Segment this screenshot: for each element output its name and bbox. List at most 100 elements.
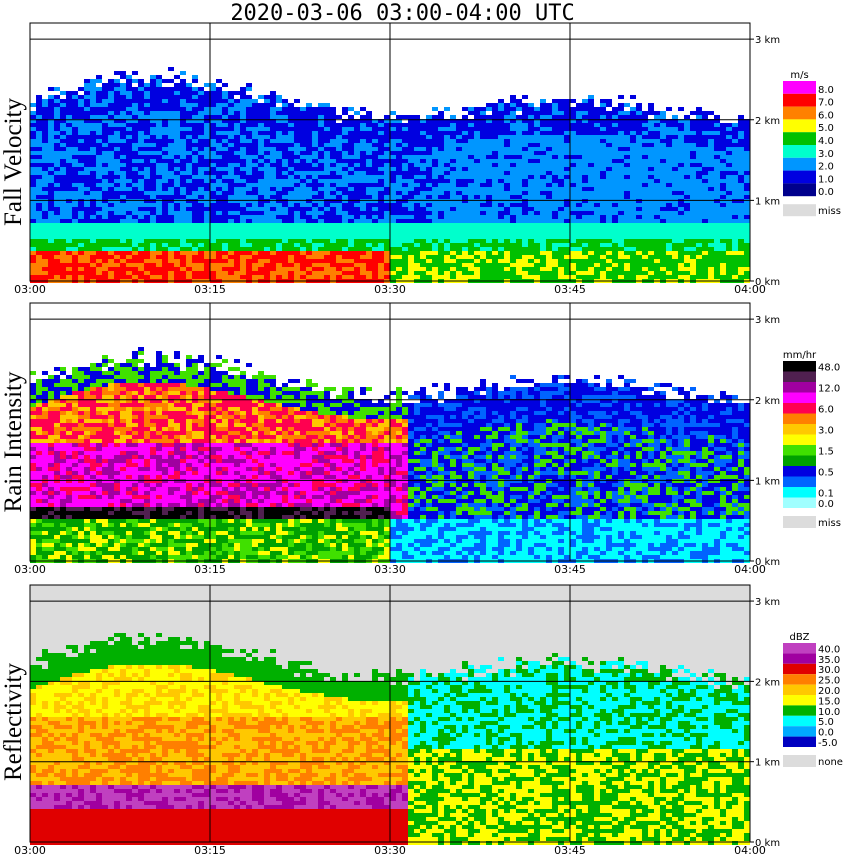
x-tick-label: 03:30 [374,283,406,296]
legend-label-fall-velocity: 3.0 [818,149,834,160]
legend-swatch-fall-velocity [783,170,816,184]
y-tick-label: 0 km [755,557,780,568]
legend-label-rain-intensity: 3.0 [818,426,834,437]
legend-label-rain-intensity: 0.1 [818,489,834,500]
legend-label-rain-intensity: 12.0 [818,384,840,395]
legend-missing-label-rain-intensity: miss [818,518,841,529]
x-tick-label: 04:00 [734,563,766,576]
legend-label-fall-velocity: 1.0 [818,174,834,185]
y-tick-label: 1 km [755,758,780,769]
legend-label-rain-intensity: 0.5 [818,468,834,479]
legend-swatch-rain-intensity [783,382,816,393]
legend-swatch-rain-intensity [783,424,816,435]
legend-swatch-reflectivity [783,736,816,747]
legend-swatch-reflectivity [783,705,816,716]
legend-swatch-rain-intensity [783,487,816,498]
legend-label-reflectivity: 0.0 [818,728,834,739]
x-tick-label: 03:15 [194,844,226,857]
legend-missing-swatch-reflectivity [783,755,816,767]
legend-label-reflectivity: 30.0 [818,665,840,676]
legend-swatch-fall-velocity [783,106,816,120]
legend-swatch-reflectivity [783,653,816,664]
legend-label-reflectivity: 10.0 [818,707,840,718]
heatmap-fall-velocity [30,67,750,283]
x-tick-label: 04:00 [734,283,766,296]
legend-swatch-rain-intensity [783,371,816,382]
legend-swatch-reflectivity [783,684,816,695]
legend-swatch-rain-intensity [783,361,816,372]
legend-swatch-fall-velocity [783,183,816,197]
legend-swatch-fall-velocity [783,157,816,171]
legend-label-fall-velocity: 2.0 [818,162,834,173]
legend-swatch-rain-intensity [783,445,816,456]
legend-swatch-rain-intensity [783,466,816,477]
legend-unit-reflectivity: dBZ [789,632,809,643]
legend-swatch-rain-intensity [783,392,816,403]
x-tick-label: 03:45 [554,563,586,576]
legend-swatch-reflectivity [783,715,816,727]
legend-missing-label-reflectivity: none [818,757,843,768]
x-tick-label: 03:00 [14,563,46,576]
legend-swatch-reflectivity [783,663,816,675]
y-tick-label: 2 km [755,116,780,127]
y-tick-label: 3 km [755,597,780,608]
legend-label-reflectivity: 5.0 [818,717,834,728]
legend-label-reflectivity: 15.0 [818,696,840,707]
legend-swatch-fall-velocity [783,145,816,158]
frame-fall-velocity [29,22,751,282]
legend-unit-fall-velocity: m/s [790,70,808,81]
legend-label-reflectivity: 25.0 [818,676,840,687]
legend-label-reflectivity: 20.0 [818,686,840,697]
legend-unit-rain-intensity: mm/hr [783,350,817,361]
frame-rain-intensity [29,302,751,562]
legend-label-reflectivity: -5.0 [818,738,838,749]
legend-swatch-reflectivity [783,695,816,706]
y-tick-label: 1 km [755,476,780,487]
x-tick-label: 03:00 [14,283,46,296]
heatmap-reflectivity [30,585,750,845]
y-tick-label: 3 km [755,35,780,46]
y-tick-label: 3 km [755,315,780,326]
legend-label-rain-intensity: 1.5 [818,447,834,458]
x-tick-label: 04:00 [734,844,766,857]
y-tick-label: 1 km [755,196,780,207]
legend-missing-swatch-rain-intensity [783,516,816,528]
x-tick-label: 03:15 [194,563,226,576]
x-tick-label: 03:15 [194,283,226,296]
y-tick-label: 2 km [755,677,780,688]
legend-label-rain-intensity: 48.0 [818,363,840,374]
page-title: 2020-03-06 03:00-04:00 UTC [230,1,575,26]
x-tick-label: 03:30 [374,563,406,576]
y-tick-label: 0 km [755,277,780,288]
legend-label-reflectivity: 35.0 [818,655,840,666]
y-tick-label: 0 km [755,838,780,849]
legend-swatch-rain-intensity [783,476,816,487]
legend-label-reflectivity: 40.0 [818,644,840,655]
legend-label-fall-velocity: 7.0 [818,98,834,109]
legend-missing-label-fall-velocity: miss [818,206,841,217]
legend-swatch-fall-velocity [783,132,816,145]
heatmap-rain-intensity [30,347,750,563]
y-tick-label: 2 km [755,396,780,407]
legend-swatch-reflectivity [783,643,816,654]
legend-swatch-fall-velocity [783,81,816,94]
legend-label-fall-velocity: 4.0 [818,136,834,147]
legend-label-rain-intensity: 6.0 [818,405,834,416]
legend-swatch-fall-velocity [783,119,816,133]
x-tick-label: 03:00 [14,844,46,857]
legend-swatch-rain-intensity [783,403,816,414]
legend-swatch-rain-intensity [783,455,816,466]
legend-label-fall-velocity: 5.0 [818,123,834,134]
legend-label-rain-intensity: 0.0 [818,499,834,510]
legend-swatch-fall-velocity [783,93,816,107]
legend-swatch-reflectivity [783,674,816,685]
legend-swatch-rain-intensity [783,434,816,445]
x-tick-label: 03:30 [374,844,406,857]
frame-reflectivity [29,584,751,843]
legend-label-fall-velocity: 8.0 [818,85,834,96]
legend-label-fall-velocity: 6.0 [818,110,834,121]
legend-swatch-rain-intensity [783,497,816,508]
x-tick-label: 03:45 [554,844,586,857]
legend-missing-swatch-fall-velocity [783,204,816,217]
